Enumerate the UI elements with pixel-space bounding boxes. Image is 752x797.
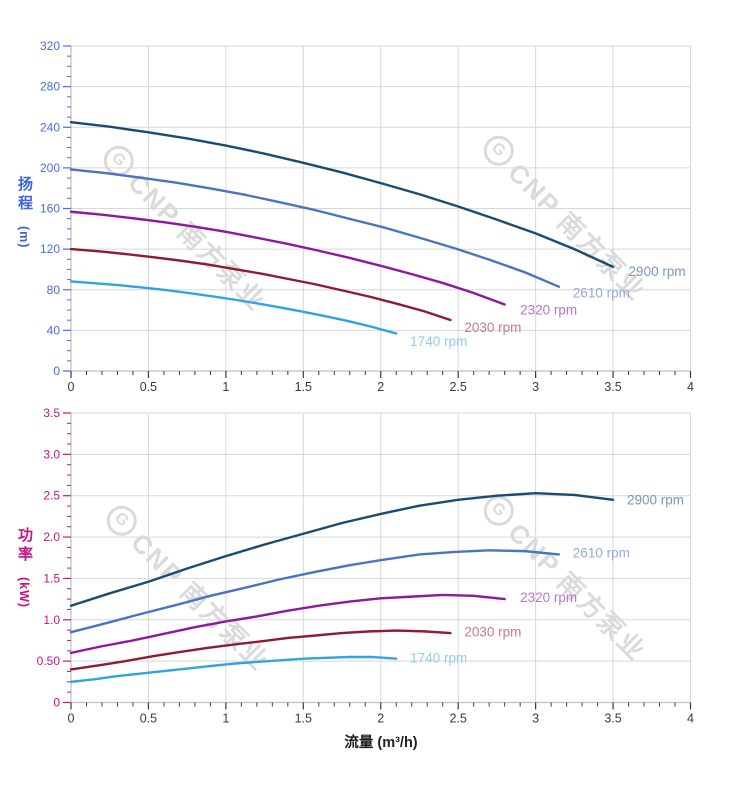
x-tick-label: 1 [222, 380, 229, 394]
x-tick-label: 0.5 [140, 380, 157, 394]
x-tick-label: 2.5 [449, 380, 466, 394]
x-tick-label: 3.5 [604, 380, 621, 394]
curve-head-2610-rpm [69, 168, 561, 288]
curve-power-2610-rpm [69, 549, 561, 634]
y-tick-label: 160 [40, 202, 60, 216]
head-axis-label: 扬程 [16, 176, 33, 214]
curve-head-2900-rpm [69, 120, 615, 269]
power-axis-unit: (kW) [17, 577, 31, 609]
curve-power-2320-rpm [69, 593, 506, 655]
series-label-head-1740-rpm: 1740 rpm [410, 334, 467, 349]
x-tick-label: 2 [377, 380, 384, 394]
head-y-axis-title: 扬程 (m) [16, 176, 33, 249]
x-tick-label: 2 [377, 712, 384, 726]
x-tick-label: 3.5 [604, 712, 621, 726]
x-tick-label: 0 [68, 712, 75, 726]
series-label-power-1740-rpm: 1740 rpm [410, 650, 467, 665]
y-tick-label: 40 [47, 323, 61, 337]
curve-power-2030-rpm [69, 629, 452, 671]
x-tick-label: 1 [222, 712, 229, 726]
series-label-power-2900-rpm: 2900 rpm [627, 492, 684, 507]
y-tick-label: 1.0 [43, 613, 60, 627]
power-chart: 0 0.5 1 1.5 2 2.5 3 3.5 4 0 0.50 1.0 1.5 2.0 2.5 3.0 3.5… [37, 406, 694, 726]
y-tick-label: 0 [53, 364, 60, 378]
x-tick-label: 3 [532, 380, 539, 394]
head-axis-unit: (m) [17, 226, 31, 249]
series-label-power-2610-rpm: 2610 rpm [573, 545, 630, 560]
y-tick-label: 320 [40, 39, 60, 53]
head-chart: 0 0.5 1 1.5 2 2.5 3 3.5 404080120160200240280320… [40, 39, 694, 394]
y-tick-label: 200 [40, 161, 60, 175]
series-label-head-2030-rpm: 2030 rpm [464, 320, 521, 335]
y-tick-label: 3.0 [43, 447, 60, 461]
x-tick-label: 0.5 [140, 712, 157, 726]
x-tick-label: 1.5 [295, 380, 312, 394]
curve-head-1740-rpm [69, 280, 398, 335]
x-tick-label: 1.5 [295, 712, 312, 726]
flow-x-axis-title: 流量 (m³/h) [344, 735, 418, 751]
y-tick-label: 240 [40, 120, 60, 134]
y-tick-label: 120 [40, 242, 60, 256]
series-label-head-2900-rpm: 2900 rpm [629, 264, 686, 279]
x-tick-label: 4 [687, 712, 694, 726]
y-tick-label: 280 [40, 80, 60, 94]
power-y-axis-title: 功率 (kW) [16, 527, 33, 609]
curve-head-2030-rpm [69, 247, 452, 322]
x-tick-label: 4 [687, 380, 694, 394]
x-tick-label: 0 [68, 380, 75, 394]
curve-power-2900-rpm [69, 492, 615, 607]
series-label-head-2320-rpm: 2320 rpm [520, 303, 577, 318]
y-tick-label: 0.50 [37, 654, 61, 668]
curve-power-1740-rpm [69, 655, 398, 684]
y-tick-label: 1.5 [43, 571, 60, 585]
y-tick-label: 2.5 [43, 489, 60, 503]
y-tick-label: 2.0 [43, 530, 60, 544]
x-tick-label: 2.5 [449, 712, 466, 726]
series-label-power-2030-rpm: 2030 rpm [464, 625, 521, 640]
y-tick-label: 0 [53, 696, 60, 710]
curve-head-2320-rpm [69, 210, 506, 306]
series-label-power-2320-rpm: 2320 rpm [520, 590, 577, 605]
x-tick-label: 3 [532, 712, 539, 726]
y-tick-label: 3.5 [43, 406, 60, 420]
y-tick-label: 80 [47, 283, 61, 297]
power-axis-label: 功率 [16, 527, 33, 565]
series-label-head-2610-rpm: 2610 rpm [573, 285, 630, 300]
